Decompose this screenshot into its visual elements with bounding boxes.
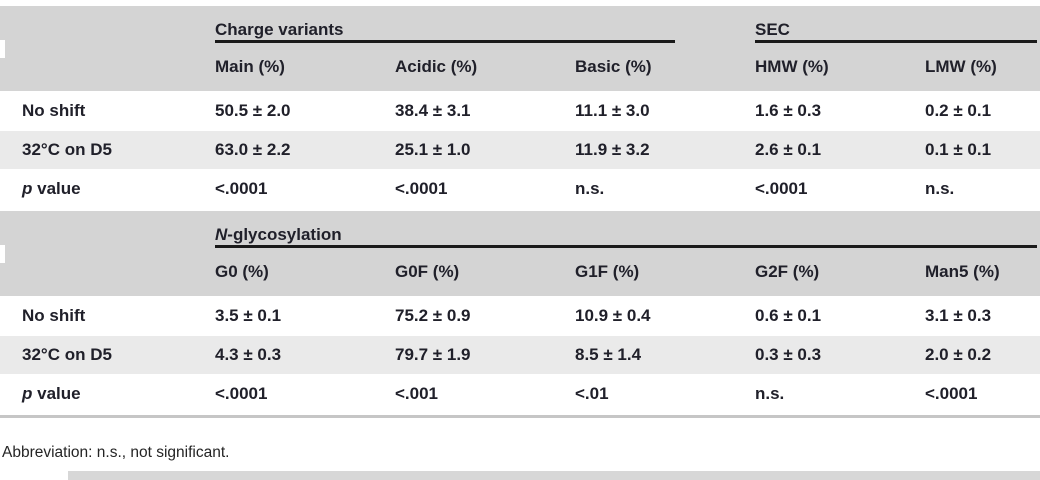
cell-value: 38.4 ± 3.1 — [395, 101, 471, 120]
section1-header-block: Charge variants SEC Main (%) Acidic (%) … — [0, 6, 1040, 91]
group-header-label: Charge variants — [215, 21, 344, 38]
column-header-g1f: G1F (%) — [575, 262, 640, 281]
section1-column-header-row: Main (%) Acidic (%) Basic (%) HMW (%) LM… — [0, 43, 1040, 91]
table-row: No shift 50.5 ± 2.0 38.4 ± 3.1 11.1 ± 3.… — [0, 91, 1040, 131]
cell-value: 0.2 ± 0.1 — [925, 101, 992, 120]
cell-value: <.01 — [575, 383, 609, 403]
cell-value: 3.1 ± 0.3 — [925, 306, 992, 325]
table-bottom-rule — [0, 415, 1040, 418]
row-label-italic: p — [22, 383, 33, 403]
row-label-italic: p — [22, 178, 33, 198]
cell-value: <.0001 — [215, 178, 268, 198]
group-header-sec: SEC — [755, 6, 1040, 43]
cell-value: <.0001 — [215, 383, 268, 403]
column-header-acidic: Acidic (%) — [395, 57, 478, 76]
group-header-label-text: -glycosylation — [227, 225, 342, 244]
cell-value: 25.1 ± 1.0 — [395, 140, 471, 159]
table-row: 32°C on D5 63.0 ± 2.2 25.1 ± 1.0 11.9 ± … — [0, 131, 1040, 169]
group-header-label-italic: N — [215, 225, 228, 244]
column-header-g0: G0 (%) — [215, 262, 269, 281]
cell-value: 0.3 ± 0.3 — [755, 345, 822, 364]
row-label: No shift — [0, 306, 215, 326]
section2-header-block: N-glycosylation G0 (%) G0F (%) G1F (%) G… — [0, 211, 1040, 296]
column-header-g0f: G0F (%) — [395, 262, 460, 281]
cell-value: n.s. — [575, 178, 605, 198]
cell-value: 50.5 ± 2.0 — [215, 101, 291, 120]
column-header-lmw: LMW (%) — [925, 57, 997, 76]
cell-value: n.s. — [925, 178, 955, 198]
section-charge-variants-sec: Charge variants SEC Main (%) Acidic (%) … — [0, 6, 1040, 208]
table-row: 32°C on D5 4.3 ± 0.3 79.7 ± 1.9 8.5 ± 1.… — [0, 336, 1040, 374]
cell-value: 10.9 ± 0.4 — [575, 306, 651, 325]
cell-value: n.s. — [755, 383, 785, 403]
cell-value: 11.1 ± 3.0 — [575, 101, 650, 120]
bottom-gray-bar — [68, 471, 1040, 480]
cell-value: 3.5 ± 0.1 — [215, 306, 282, 325]
group-header-label: SEC — [755, 21, 790, 38]
row-label: 32°C on D5 — [0, 140, 215, 160]
row-label: p value — [0, 179, 215, 199]
column-header-basic: Basic (%) — [575, 57, 652, 76]
row-label-text: 32°C on D5 — [22, 140, 112, 159]
cell-value: 75.2 ± 0.9 — [395, 306, 471, 325]
group-header-underline — [755, 40, 1037, 43]
section1-group-header-row: Charge variants SEC — [0, 6, 1040, 43]
column-header-hmw: HMW (%) — [755, 57, 829, 76]
row-label: p value — [0, 384, 215, 404]
row-label: No shift — [0, 101, 215, 121]
cell-value: 0.6 ± 0.1 — [755, 306, 822, 325]
empty-corner-cell — [0, 6, 215, 43]
cell-value: 79.7 ± 1.9 — [395, 345, 471, 364]
section2-column-header-row: G0 (%) G0F (%) G1F (%) G2F (%) Man5 (%) — [0, 248, 1040, 296]
column-header-main: Main (%) — [215, 57, 285, 76]
cell-value: 8.5 ± 1.4 — [575, 345, 642, 364]
column-header-man5: Man5 (%) — [925, 262, 1000, 281]
section2-group-header-row: N-glycosylation — [0, 211, 1040, 248]
cell-value: <.0001 — [925, 383, 978, 403]
group-header-n-glycosylation: N-glycosylation — [215, 211, 1040, 248]
cell-value: 4.3 ± 0.3 — [215, 345, 282, 364]
row-label: 32°C on D5 — [0, 345, 215, 365]
section-n-glycosylation: N-glycosylation G0 (%) G0F (%) G1F (%) G… — [0, 211, 1040, 413]
cell-value: 0.1 ± 0.1 — [925, 140, 992, 159]
cell-value: <.0001 — [395, 178, 448, 198]
cell-value: 63.0 ± 2.2 — [215, 140, 291, 159]
group-header-underline — [215, 40, 675, 43]
group-header-underline — [215, 245, 1037, 248]
group-header-label-text: SEC — [755, 20, 790, 39]
column-header-g2f: G2F (%) — [755, 262, 820, 281]
header-left-notch — [0, 40, 5, 58]
empty-corner-cell — [0, 211, 215, 248]
cell-value: 2.6 ± 0.1 — [755, 140, 822, 159]
group-header-charge-variants: Charge variants — [215, 6, 755, 43]
cell-value: <.0001 — [755, 178, 808, 198]
row-label-text: 32°C on D5 — [22, 345, 112, 364]
cell-value: 11.9 ± 3.2 — [575, 140, 650, 159]
table-row: p value <.0001 <.001 <.01 n.s. <.0001 — [0, 374, 1040, 413]
table-footnote: Abbreviation: n.s., not significant. — [2, 444, 230, 461]
cell-value: 2.0 ± 0.2 — [925, 345, 992, 364]
header-left-notch — [0, 245, 5, 263]
row-label-text: No shift — [22, 306, 86, 325]
table-row: p value <.0001 <.0001 n.s. <.0001 n.s. — [0, 169, 1040, 208]
row-label-text: value — [32, 178, 81, 198]
cell-value: 1.6 ± 0.3 — [755, 101, 822, 120]
row-label-text: No shift — [22, 101, 86, 120]
cell-value: <.001 — [395, 383, 439, 403]
group-header-label-text: Charge variants — [215, 20, 344, 39]
table-row: No shift 3.5 ± 0.1 75.2 ± 0.9 10.9 ± 0.4… — [0, 296, 1040, 336]
row-label-text: value — [32, 383, 81, 403]
group-header-label: N-glycosylation — [215, 226, 342, 243]
